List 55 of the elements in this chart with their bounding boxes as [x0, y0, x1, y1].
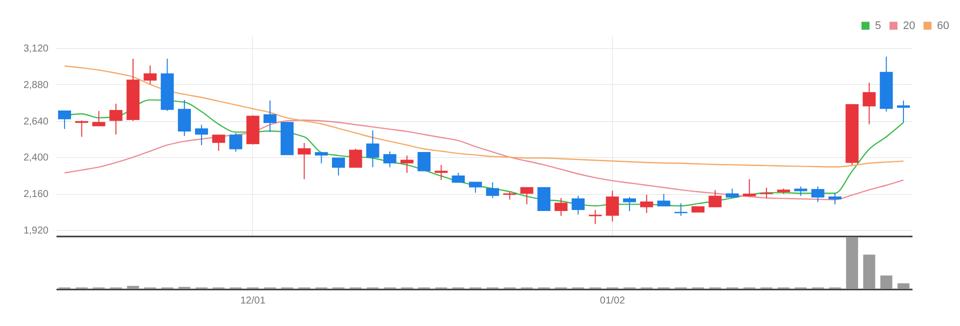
legend-label: 60	[937, 20, 950, 32]
candlestick	[520, 187, 534, 205]
candlestick	[640, 194, 654, 214]
bar	[880, 275, 892, 289]
candlestick	[298, 142, 311, 180]
y-tick-label: 2,880	[23, 80, 49, 91]
candlestick	[229, 132, 242, 152]
candlestick	[195, 124, 208, 146]
y-tick-label: 3,120	[23, 44, 49, 55]
candlestick	[554, 197, 568, 216]
candlestick	[572, 195, 585, 216]
bar	[863, 254, 876, 289]
candlestick	[58, 110, 72, 130]
candlestick	[332, 158, 345, 176]
candlestick	[212, 134, 226, 152]
candlestick	[383, 150, 396, 168]
y-tick-label: 2,160	[23, 189, 49, 200]
y-tick-label: 2,400	[23, 152, 49, 164]
candlestick	[75, 120, 88, 138]
candlestick	[486, 182, 500, 198]
candlestick	[366, 130, 380, 168]
x-tick-label: 01/02	[600, 296, 626, 306]
candlestick	[434, 164, 448, 181]
candlestick	[708, 190, 722, 208]
candlestick	[742, 178, 756, 196]
x-tick-label: 12/01	[240, 296, 266, 306]
candlestick	[657, 193, 670, 206]
candlestick	[537, 187, 550, 212]
candlestick	[400, 155, 414, 174]
candlestick	[862, 82, 876, 125]
candlestick	[623, 196, 636, 212]
candlestick	[109, 103, 122, 135]
candlestick	[452, 172, 465, 183]
candlestick	[588, 209, 602, 225]
candlestick	[144, 64, 157, 85]
legend-label: 5	[875, 20, 882, 32]
y-tick-label: 1,920	[23, 225, 49, 236]
line-series	[64, 119, 904, 200]
candlestick	[794, 186, 808, 196]
candlestick	[349, 148, 362, 168]
bar	[127, 286, 140, 289]
bar	[846, 237, 858, 289]
candlestick	[606, 190, 619, 222]
candlestick	[828, 192, 842, 205]
line-series	[64, 65, 904, 168]
candlestick	[811, 186, 824, 203]
candlestick	[92, 110, 106, 126]
candlestick	[264, 100, 276, 133]
candlestick	[314, 152, 328, 164]
legend-label: 20	[903, 20, 916, 32]
bar	[897, 283, 910, 289]
y-tick-label: 2,640	[23, 116, 49, 128]
candlestick	[178, 99, 191, 136]
candlestick	[468, 182, 482, 194]
candlestick	[418, 152, 431, 172]
